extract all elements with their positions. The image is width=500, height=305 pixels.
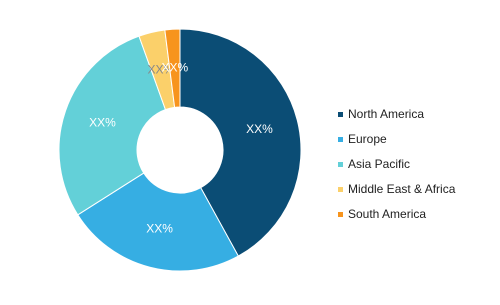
legend-swatch	[338, 187, 343, 192]
donut-slice	[164, 28, 181, 108]
legend-swatch	[338, 137, 343, 142]
donut-slice	[179, 28, 302, 257]
legend-swatch	[338, 162, 343, 167]
data-label: XX%	[162, 60, 189, 74]
data-label: XX%	[246, 122, 273, 136]
legend-label: Asia Pacific	[348, 157, 410, 171]
donut-slice	[77, 172, 239, 272]
donut-slice	[58, 35, 167, 216]
data-label: XX%	[148, 62, 175, 76]
legend-label: Europe	[348, 132, 387, 146]
data-label: XX%	[146, 222, 173, 236]
data-label: XX%	[89, 116, 116, 130]
legend-label: North America	[348, 107, 424, 121]
legend-swatch	[338, 112, 343, 117]
legend-label: South America	[348, 207, 426, 221]
legend-swatch	[338, 212, 343, 217]
legend-label: Middle East & Africa	[348, 182, 456, 196]
